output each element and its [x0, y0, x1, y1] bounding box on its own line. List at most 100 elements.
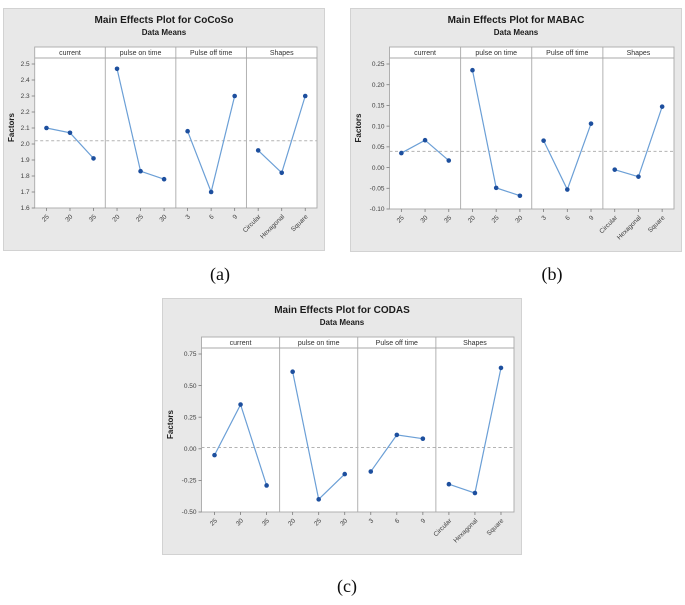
data-point-marker — [67, 130, 73, 136]
x-tick-label: Circular — [242, 213, 263, 234]
y-axis-title: Factors — [166, 410, 175, 439]
x-tick-label: Hexagonal — [616, 214, 643, 241]
data-point-marker — [588, 121, 594, 126]
y-tick-label: 2.4 — [21, 77, 30, 84]
chart-subtitle: Data Means — [141, 28, 187, 37]
data-point-marker — [138, 168, 143, 174]
data-point-marker — [517, 193, 523, 199]
x-tick-label: 25 — [209, 517, 219, 527]
y-tick-label: 0.25 — [184, 414, 197, 421]
x-tick-label: 3 — [541, 214, 549, 222]
y-axis-title: Factors — [354, 113, 363, 142]
panel-label: Pulse off time — [376, 340, 418, 347]
y-tick-label: 0.15 — [372, 103, 385, 110]
x-tick-label: 20 — [287, 517, 297, 527]
data-point-marker — [470, 67, 475, 73]
cocoso-plot-svg: current pulse on time Pulse off time Shapes… — [7, 46, 318, 240]
data-point-marker — [422, 137, 428, 143]
data-point-marker — [185, 128, 190, 134]
panel-label: Pulse off time — [190, 50, 232, 57]
y-tick-label: 2.5 — [21, 61, 30, 68]
data-point-marker — [264, 483, 269, 488]
data-point-marker — [493, 185, 499, 191]
data-point-marker — [541, 138, 546, 143]
data-point-marker — [302, 93, 308, 99]
data-point-marker — [472, 490, 478, 496]
x-tick-label: Square — [647, 214, 667, 234]
panel-label: Shapes — [463, 340, 487, 347]
data-point-marker — [399, 150, 404, 156]
y-tick-label: 2.3 — [21, 93, 30, 100]
panel-label: pulse on time — [120, 50, 162, 57]
y-tick-label: 0.25 — [372, 61, 385, 68]
x-tick-label: 35 — [261, 517, 271, 527]
x-tick-label: 9 — [232, 213, 240, 221]
y-tick-label: -0.05 — [370, 185, 385, 192]
data-point-marker — [238, 402, 243, 407]
data-point-marker — [636, 174, 641, 179]
chart-title: Main Effects Plot for CoCoSo — [94, 15, 234, 26]
x-tick-label: 6 — [394, 517, 402, 525]
chart-subtitle: Data Means — [319, 318, 365, 327]
data-point-marker — [498, 365, 504, 371]
data-point-marker — [659, 104, 665, 109]
data-point-marker — [208, 189, 214, 195]
data-point-marker — [232, 93, 237, 99]
chart-card-codas: Main Effects Plot for CODAS Data Means c… — [162, 298, 522, 555]
panel-label: pulse on time — [298, 340, 340, 347]
panel-label: Pulse off time — [546, 50, 588, 57]
data-point-marker — [342, 471, 348, 477]
y-tick-label: 0.50 — [184, 383, 197, 390]
panel-label: Shapes — [270, 50, 294, 57]
y-tick-label: 0.10 — [372, 123, 385, 130]
x-tick-label: 25 — [135, 213, 145, 223]
y-tick-label: -0.10 — [370, 206, 385, 213]
x-tick-label: 35 — [443, 214, 453, 224]
x-tick-label: Circular — [433, 517, 454, 538]
y-tick-label: -0.25 — [182, 478, 197, 485]
figure-caption-a: (a) — [210, 264, 230, 284]
mabac-plot-svg: current pulse on time Pulse off time Shapes… — [354, 46, 675, 241]
x-tick-label: 6 — [208, 213, 216, 221]
figure-caption-c: (c) — [337, 576, 357, 596]
y-tick-label: 2.2 — [21, 109, 30, 116]
data-point-marker — [394, 432, 400, 438]
x-tick-label: Hexagonal — [452, 517, 479, 544]
y-tick-label: 2.1 — [21, 125, 30, 132]
x-tick-label: 20 — [111, 213, 121, 223]
x-tick-label: 30 — [419, 214, 429, 224]
figure-caption-b: (b) — [541, 264, 563, 284]
x-tick-label: 6 — [564, 214, 572, 222]
data-point-marker — [290, 369, 295, 374]
panel-label: Shapes — [627, 50, 651, 57]
data-point-marker — [161, 176, 167, 182]
data-point-marker — [316, 497, 321, 502]
data-point-marker — [91, 156, 96, 161]
chart-subtitle: Data Means — [493, 28, 539, 37]
x-tick-label: 9 — [420, 517, 428, 525]
x-tick-label: Circular — [598, 214, 619, 235]
data-point-marker — [368, 469, 374, 474]
codas-plot-svg: current pulse on time Pulse off time Shapes… — [166, 336, 515, 544]
panel-label: pulse on time — [475, 50, 517, 57]
x-tick-label: 30 — [339, 517, 349, 527]
y-tick-label: 0.75 — [184, 351, 197, 358]
x-tick-label: Square — [486, 517, 506, 537]
x-tick-label: 25 — [491, 214, 501, 224]
panel-label: current — [414, 50, 436, 57]
x-tick-label: 25 — [313, 517, 323, 527]
data-point-marker — [446, 481, 452, 487]
y-tick-label: 2.0 — [21, 141, 30, 148]
data-point-marker — [255, 148, 261, 153]
chart-card-cocoso: Main Effects Plot for CoCoSo Data Means … — [3, 8, 325, 251]
y-axis-title: Factors — [7, 113, 16, 142]
x-tick-label: Hexagonal — [259, 213, 286, 240]
y-tick-label: -0.50 — [182, 509, 197, 516]
x-tick-label: 3 — [368, 517, 376, 525]
y-tick-label: 1.7 — [21, 189, 30, 196]
x-tick-label: 20 — [467, 214, 477, 224]
panel-label: current — [59, 50, 81, 57]
y-tick-label: 1.6 — [21, 205, 30, 212]
x-tick-label: 30 — [514, 214, 524, 224]
chart-card-mabac: Main Effects Plot for MABAC Data Means c… — [350, 8, 682, 252]
